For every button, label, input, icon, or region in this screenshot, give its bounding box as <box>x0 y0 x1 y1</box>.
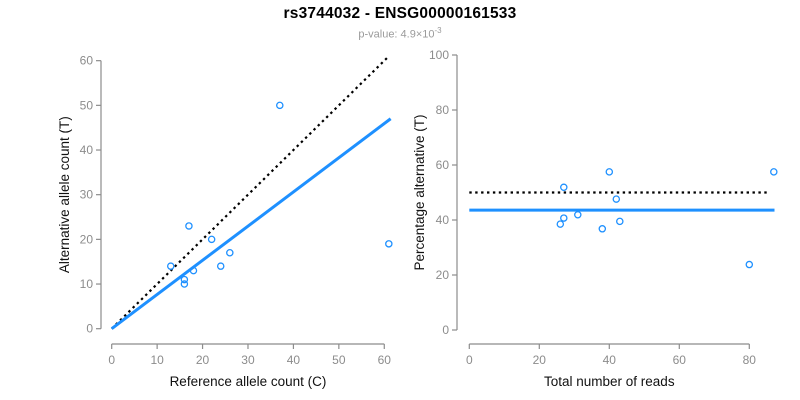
x-tick-label: 40 <box>287 353 301 367</box>
y-tick-label: 50 <box>80 98 94 112</box>
data-point <box>180 275 189 284</box>
data-points <box>167 101 393 288</box>
x-tick-label: 50 <box>332 353 346 367</box>
fit-line-solid <box>110 117 392 330</box>
data-point <box>560 214 568 222</box>
x-axis-label: Reference allele count (C) <box>170 374 327 389</box>
data-point <box>180 280 189 288</box>
data-point <box>616 217 624 226</box>
p-value-text: p-value: 4.9×10 <box>358 28 435 41</box>
data-point <box>189 266 198 275</box>
x-tick-label: 20 <box>533 353 547 367</box>
x-axis: 0 20 40 60 80 Total number of reads <box>466 343 757 389</box>
x-tick-label: 60 <box>673 353 687 367</box>
figure-title: rs3744032 - ENSG00000161533 <box>283 5 517 22</box>
data-points <box>556 168 778 269</box>
y-tick-label: 40 <box>80 143 94 157</box>
data-point <box>556 220 565 228</box>
x-tick-label: 40 <box>603 353 617 367</box>
y-tick-label: 20 <box>436 268 450 282</box>
x-axis-label: Total number of reads <box>544 374 675 389</box>
data-point <box>745 260 754 269</box>
data-point <box>385 240 393 248</box>
data-point <box>226 249 234 257</box>
y-axis-label: Alternative allele count (T) <box>57 116 72 273</box>
y-tick-label: 20 <box>80 232 94 246</box>
identity-line-dotted <box>110 55 390 330</box>
x-tick-label: 0 <box>466 353 473 367</box>
y-tick-label: 30 <box>80 188 94 202</box>
y-axis: 0 20 40 60 80 100 Percentage alternative (T) <box>412 48 458 337</box>
data-point <box>560 183 568 192</box>
p-value-exponent: -3 <box>434 26 442 35</box>
y-tick-label: 80 <box>436 103 450 117</box>
x-tick-label: 60 <box>378 353 392 367</box>
x-tick-label: 30 <box>241 353 255 367</box>
read-percentage-scatter: 0 20 40 60 80 100 Percentage alternative (T) 0 2… <box>412 48 778 389</box>
y-tick-label: 0 <box>442 323 449 337</box>
data-point <box>167 262 175 270</box>
data-point <box>574 211 582 219</box>
y-tick-label: 60 <box>80 54 94 68</box>
data-point <box>216 262 225 270</box>
data-point <box>185 222 193 230</box>
y-tick-label: 40 <box>436 213 450 227</box>
data-point <box>207 235 216 244</box>
data-point <box>612 195 621 203</box>
x-tick-label: 20 <box>196 353 210 367</box>
y-axis: 0 10 20 30 40 50 60 Alternative allele count (T… <box>57 54 102 336</box>
data-point <box>276 101 284 110</box>
x-tick-label: 80 <box>743 353 757 367</box>
data-point <box>770 168 778 176</box>
x-tick-label: 0 <box>108 353 115 367</box>
y-tick-label: 100 <box>429 48 449 62</box>
y-tick-label: 0 <box>86 322 93 336</box>
data-point <box>598 225 607 233</box>
allele-count-scatter: 0 10 20 30 40 50 60 Alternative allele count (T… <box>57 54 393 389</box>
data-point <box>605 168 614 176</box>
x-tick-label: 10 <box>150 353 164 367</box>
y-axis-label: Percentage alternative (T) <box>412 114 427 270</box>
x-axis: 0 10 20 30 40 50 60 Reference allele count (C) <box>108 343 392 389</box>
y-tick-label: 60 <box>436 158 450 172</box>
y-tick-label: 10 <box>80 277 94 291</box>
figure-subtitle: p-value: 4.9×10-3 <box>0 26 800 41</box>
